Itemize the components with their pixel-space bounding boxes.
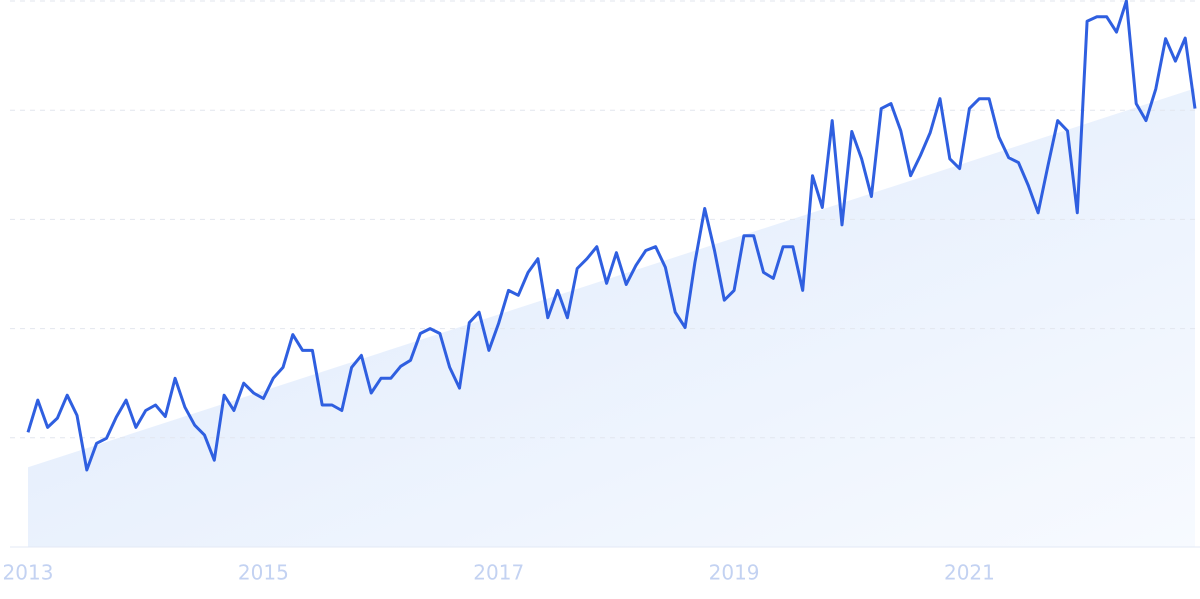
x-tick-label: 2021 [944, 561, 995, 585]
x-tick-label: 2013 [3, 561, 54, 585]
trend-area [28, 88, 1195, 548]
x-tick-label: 2017 [473, 561, 524, 585]
x-tick-label: 2019 [709, 561, 760, 585]
line [26, 0, 1197, 472]
x-tick-label: 2015 [238, 561, 289, 585]
